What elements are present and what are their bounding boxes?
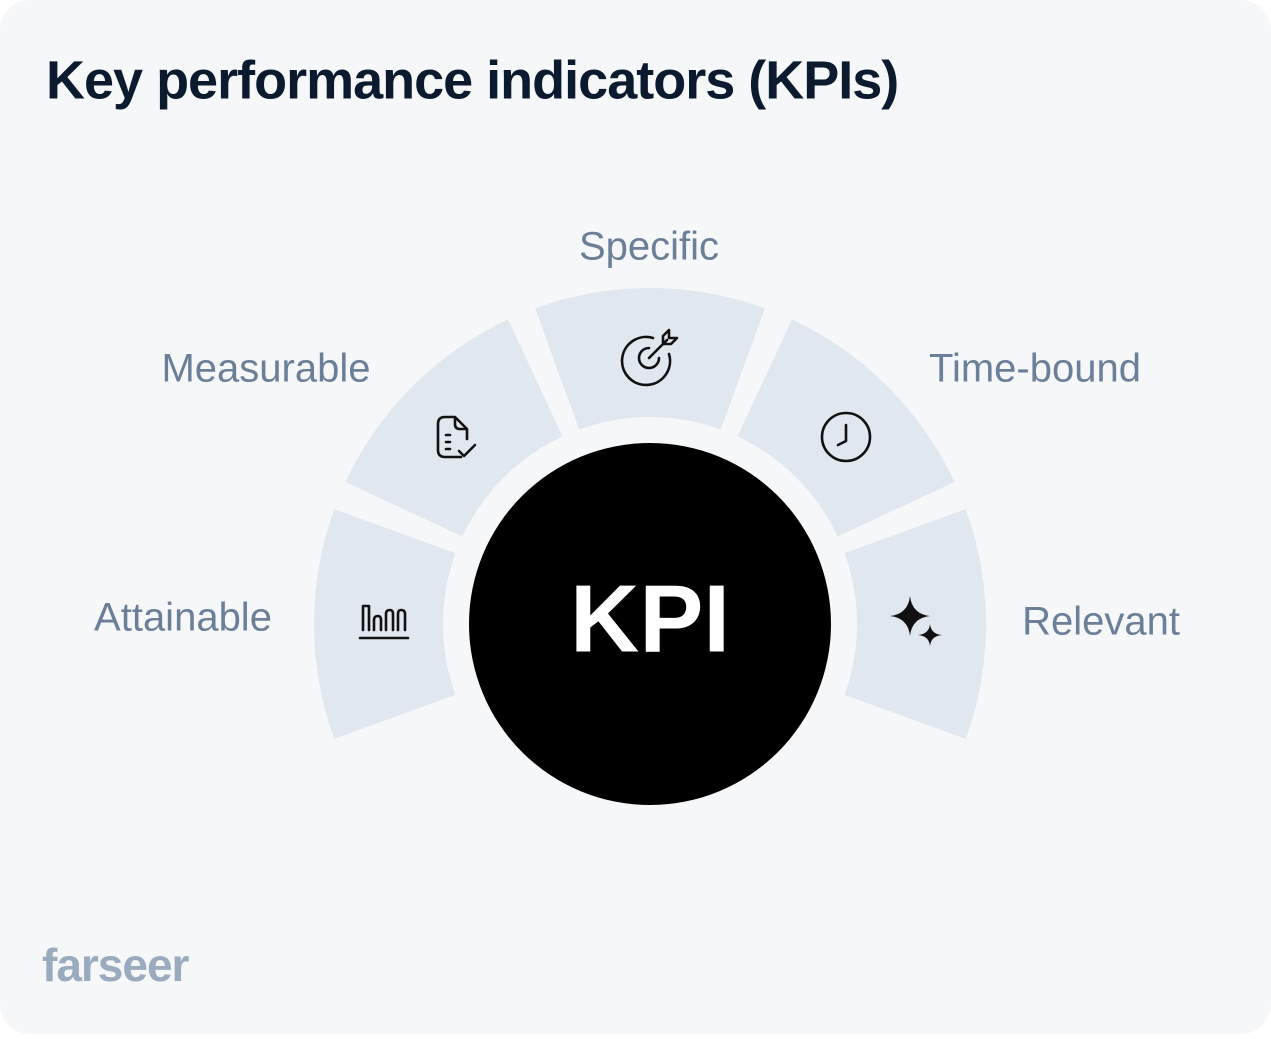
- title: Key performance indicators (KPIs): [46, 50, 898, 110]
- segment-label: Specific: [579, 225, 719, 269]
- target-icon: [620, 328, 679, 387]
- center-circle: [469, 443, 831, 805]
- brand-logo: farseer: [42, 939, 190, 991]
- document-check-icon: [436, 415, 477, 459]
- segment-label: Attainable: [94, 596, 272, 640]
- center-label: KPI: [570, 565, 730, 672]
- segment-label: Measurable: [161, 347, 370, 391]
- segment-label: Relevant: [1022, 600, 1180, 644]
- segment: [345, 319, 563, 537]
- clock-icon: [820, 411, 872, 463]
- segment: [844, 509, 986, 739]
- chart-icon: [358, 604, 410, 640]
- segment-label: Time-bound: [929, 347, 1141, 391]
- sparkle-icon: [890, 596, 942, 646]
